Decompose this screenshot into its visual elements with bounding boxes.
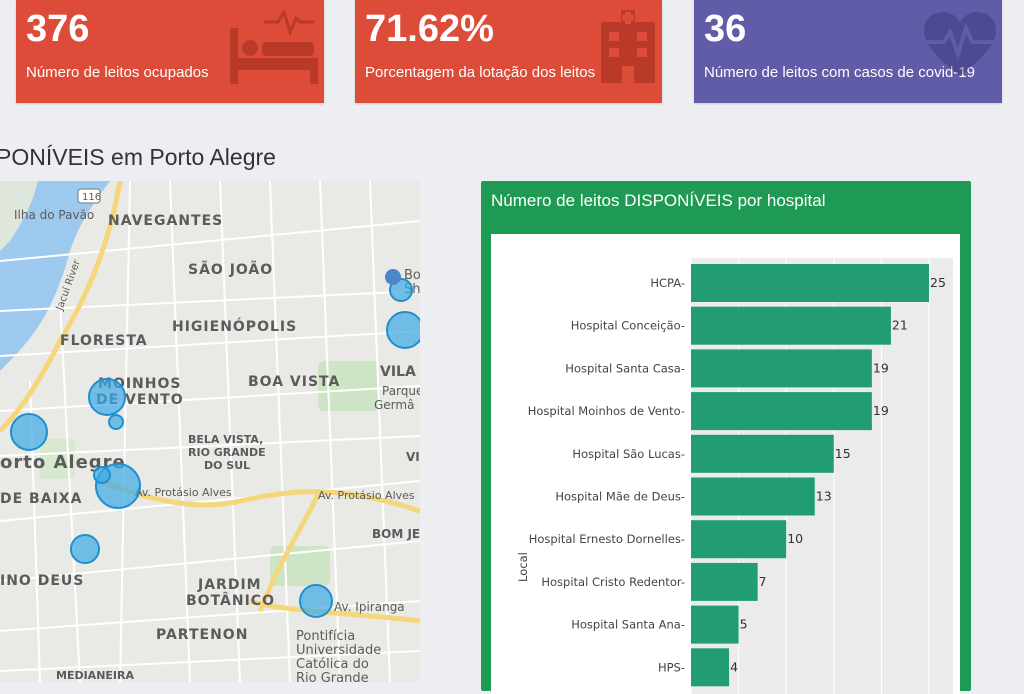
bar[interactable] xyxy=(691,520,787,559)
bar[interactable] xyxy=(691,349,872,388)
hospital-marker[interactable] xyxy=(299,584,333,618)
map-label-ilha: Ilha do Pavão xyxy=(14,208,94,222)
bar[interactable] xyxy=(691,306,891,345)
category-tick-label: Hospital Conceição- xyxy=(571,319,685,333)
bar-value-label: 10 xyxy=(787,531,803,546)
map-label-parque: Parque xyxy=(382,384,420,398)
bar-value-label: 7 xyxy=(759,574,767,589)
map-label-boa-vista: BOA VISTA xyxy=(248,374,340,390)
map-label-do-sul: DO SUL xyxy=(204,459,250,472)
map-label-rio-grande: RIO GRANDE xyxy=(188,446,266,459)
map-label-bom-jesus: BOM JE xyxy=(372,527,420,541)
bar-value-label: 15 xyxy=(835,446,851,461)
map-label-puc-2: Universidade xyxy=(296,643,381,658)
stat-label: Número de leitos com casos de covid-19 xyxy=(704,64,975,81)
bar[interactable] xyxy=(691,477,815,516)
map-label-protasio-1: Av. Protásio Alves xyxy=(135,486,232,499)
hospital-marker[interactable] xyxy=(70,534,100,564)
map-label-puc-3: Católica do xyxy=(296,657,369,672)
map-label-porto-alegre: orto Alegre xyxy=(0,452,126,473)
bar-chart[interactable]: HCPA- 25 Hospital Conceição- 21 Hospital San… xyxy=(491,234,960,694)
chart-body: HCPA- 25 Hospital Conceição- 21 Hospital San… xyxy=(491,234,960,694)
category-tick-label: Hospital Santa Ana- xyxy=(571,618,685,632)
map-label-vila: VILA xyxy=(380,364,416,380)
bar[interactable] xyxy=(691,605,739,644)
bar-value-label: 4 xyxy=(730,659,738,674)
bar-value-label: 19 xyxy=(873,360,889,375)
stat-card-covid-beds: 36 Número de leitos com casos de covid-1… xyxy=(694,0,1002,103)
bar-value-label: 21 xyxy=(892,318,908,333)
chart-title: Número de leitos DISPONÍVEIS por hospita… xyxy=(491,191,826,210)
map-label-bo: Bo xyxy=(404,268,420,283)
map-label-germa: Germâ xyxy=(374,398,414,412)
stat-label: Porcentagem da lotação dos leitos xyxy=(365,64,596,81)
category-tick-label: Hospital Santa Casa- xyxy=(565,361,685,375)
map-label-botanico: BOTÂNICO xyxy=(186,592,275,609)
available-beds-chart-panel: Número de leitos DISPONÍVEIS por hospita… xyxy=(481,181,971,694)
bar[interactable] xyxy=(691,434,834,473)
hospital-map[interactable]: 116 Ilha do Pavão NAVEGANTES Jacuí River… xyxy=(0,181,420,682)
map-label-ipiranga: Av. Ipiranga xyxy=(334,600,405,614)
hospital-building-icon xyxy=(601,10,655,83)
map-label-puc-4: Rio Grande xyxy=(296,671,369,682)
stat-value: 71.62% xyxy=(365,8,494,50)
map-label-medianeira: MEDIANEIRA xyxy=(56,669,134,682)
category-tick-label: Hospital Cristo Redentor- xyxy=(541,575,685,589)
bar-value-label: 25 xyxy=(930,275,946,290)
map-label-navegantes: NAVEGANTES xyxy=(108,213,223,229)
category-tick-label: HCPA- xyxy=(650,276,685,290)
hospital-marker[interactable] xyxy=(108,414,124,430)
bar-value-label: 13 xyxy=(816,489,832,504)
hospital-marker[interactable] xyxy=(88,378,126,416)
map-label-menino-deus: INO DEUS xyxy=(0,573,84,589)
map-title: PONÍVEIS em Porto Alegre xyxy=(0,144,276,170)
bar[interactable] xyxy=(691,648,730,687)
hospital-marker[interactable] xyxy=(93,466,111,484)
map-label-puc-1: Pontifícia xyxy=(296,629,355,644)
category-tick-label: Hospital Moinhos de Vento- xyxy=(528,404,685,418)
category-tick-label: HPS- xyxy=(658,660,685,674)
map-label-floresta: FLORESTA xyxy=(60,333,148,349)
stat-value: 376 xyxy=(26,8,90,50)
map-label-partenon: PARTENON xyxy=(156,627,248,643)
category-tick-label: Hospital São Lucas- xyxy=(572,447,685,461)
river-shape xyxy=(0,181,110,371)
category-tick-label: Hospital Ernesto Dornelles- xyxy=(529,532,685,546)
bar-value-label: 5 xyxy=(740,617,748,632)
hospital-marker[interactable] xyxy=(386,311,420,349)
bar[interactable] xyxy=(691,264,929,302)
map-label-higienopolis: HIGIENÓPOLIS xyxy=(172,317,297,335)
stat-card-occupied-beds: 376 Número de leitos ocupados xyxy=(16,0,324,103)
map-label-sao-joao: SÃO JOÃO xyxy=(188,261,273,278)
hospital-bed-icon xyxy=(230,10,318,84)
stat-label: Número de leitos ocupados xyxy=(26,64,209,81)
stat-card-occupancy-rate: 71.62% Porcentagem da lotação dos leitos xyxy=(355,0,662,103)
map-label-bela-vista: BELA VISTA, xyxy=(188,433,263,446)
stat-value: 36 xyxy=(704,8,747,50)
bar[interactable] xyxy=(691,392,872,431)
bar[interactable] xyxy=(691,562,758,601)
map-label-vi: VI xyxy=(406,450,420,464)
y-axis-label: Local xyxy=(516,552,530,582)
category-tick-label: Hospital Mãe de Deus- xyxy=(555,490,685,504)
route-shield: 116 xyxy=(82,192,101,203)
hospital-marker[interactable] xyxy=(10,413,48,451)
heartbeat-icon xyxy=(924,12,996,76)
map-label-jardim: JARDIM xyxy=(197,577,262,593)
hospital-pin-icon[interactable] xyxy=(385,269,401,285)
map-label-baixa: DE BAIXA xyxy=(0,491,82,507)
bar-value-label: 19 xyxy=(873,403,889,418)
map-label-protasio-2: Av. Protásio Alves xyxy=(318,489,415,502)
